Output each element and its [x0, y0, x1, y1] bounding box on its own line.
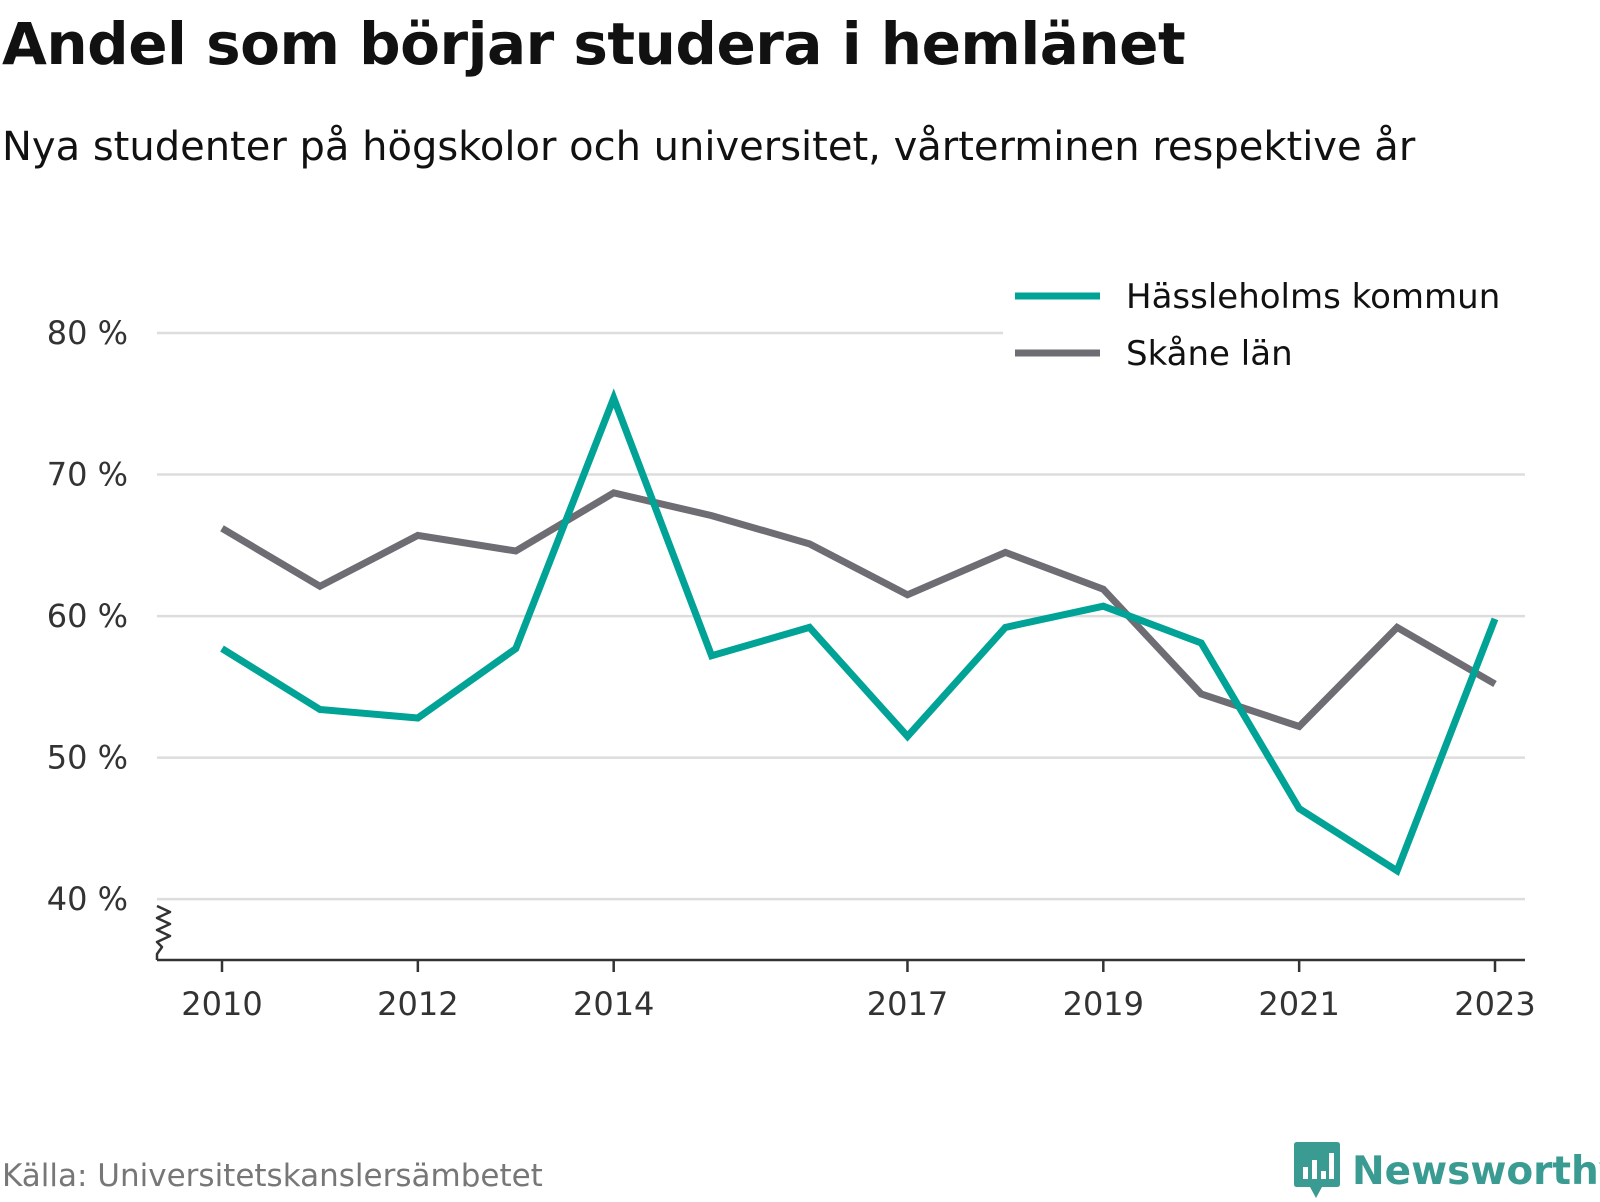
y-tick-label: 80 %: [47, 314, 128, 352]
x-axis: 2010 2012 2014 2017 2019 2021 2023: [155, 904, 1536, 1023]
newsworthy-logo: Newsworthy: [1292, 1140, 1600, 1202]
series-line-hassleholm: [220, 388, 1499, 877]
y-tick-label: 70 %: [47, 456, 128, 494]
x-tick-label: 2023: [1454, 985, 1535, 1023]
legend-background: [1003, 265, 1528, 383]
y-tick-label: 40 %: [47, 880, 128, 918]
bar-chart-speech-bubble-icon: [1294, 1142, 1340, 1198]
series-lines: [220, 388, 1499, 877]
legend-label: Skåne län: [1126, 334, 1293, 374]
chart-title: Andel som börjar studera i hemlänet: [2, 10, 1186, 78]
x-tick-label: 2012: [377, 985, 458, 1023]
legend: Hässleholms kommun Skåne län: [1003, 265, 1528, 383]
x-tick-label: 2010: [181, 985, 262, 1023]
y-tick-label: 60 %: [47, 597, 128, 635]
y-axis-break-icon: [155, 904, 172, 960]
source-note: Källa: Universitetskanslersämbetet: [2, 1158, 543, 1194]
legend-label: Hässleholms kommun: [1126, 277, 1500, 317]
logo-text: Newsworthy: [1352, 1148, 1600, 1194]
x-tick-label: 2021: [1258, 985, 1339, 1023]
x-tick-label: 2014: [573, 985, 654, 1023]
x-tick-label: 2019: [1063, 985, 1144, 1023]
x-tick-label: 2017: [867, 985, 948, 1023]
y-axis-labels: 40 % 50 % 60 % 70 % 80 %: [47, 314, 128, 918]
y-tick-label: 50 %: [47, 739, 128, 777]
series-line-skane: [220, 489, 1497, 731]
chart-subtitle: Nya studenter på högskolor och universit…: [2, 124, 1416, 170]
gridlines: [157, 331, 1525, 901]
